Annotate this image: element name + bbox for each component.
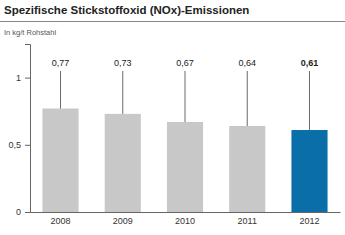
x-tick: 2009 [113, 212, 133, 226]
bar [167, 122, 203, 212]
leader-line [309, 71, 310, 130]
y-tick-label: 1 [16, 73, 21, 83]
y-tick: 0,5 [8, 140, 30, 150]
y-axis-line [25, 45, 31, 213]
x-tick-label: 2008 [50, 216, 70, 226]
leader-line [60, 71, 61, 109]
x-tick: 2011 [238, 212, 257, 226]
x-tick-label: 2011 [238, 216, 257, 226]
bar [229, 126, 265, 212]
bar [105, 114, 141, 212]
chart: Spezifische Stickstoffoxid (NOx)-Emissio… [0, 0, 345, 235]
x-tick: 2012 [299, 212, 319, 226]
y-axis: 00,51 [8, 45, 30, 218]
x-axis-line [31, 212, 341, 213]
y-tick-mark [25, 212, 30, 213]
subtitle: In kg/t Rohstahl [4, 28, 56, 37]
y-tick-label: 0 [16, 207, 21, 217]
leader-line [247, 71, 248, 126]
data-label: 0,73 [114, 58, 132, 68]
leader-line [122, 71, 123, 114]
title-rule [0, 21, 345, 22]
bars [42, 109, 327, 212]
bar [291, 130, 327, 212]
y-tick-label: 0,5 [8, 140, 21, 150]
data-label: 0,61 [301, 58, 319, 68]
plot: 0,770,730,670,640,6100,51200820092010201… [8, 45, 340, 227]
data-label: 0,64 [238, 58, 256, 68]
title: Spezifische Stickstoffoxid (NOx)-Emissio… [4, 4, 249, 16]
x-tick: 2010 [175, 212, 195, 226]
y-tick: 0 [16, 207, 30, 217]
bar [42, 109, 78, 212]
x-tick: 2008 [50, 212, 70, 226]
x-tick-label: 2010 [175, 216, 195, 226]
data-label: 0,77 [52, 58, 70, 68]
data-label: 0,67 [176, 58, 194, 68]
y-tick-mark [25, 145, 30, 146]
x-tick-label: 2012 [299, 216, 319, 226]
x-tick-label: 2009 [113, 216, 133, 226]
leader-line [185, 71, 186, 122]
y-tick-mark [25, 78, 30, 79]
x-axis: 2008 2009 2010 2011 2012 [31, 212, 341, 226]
y-tick: 1 [16, 73, 30, 83]
data-labels: 0,77 0,73 0,67 0,64 0,61 [52, 58, 319, 130]
